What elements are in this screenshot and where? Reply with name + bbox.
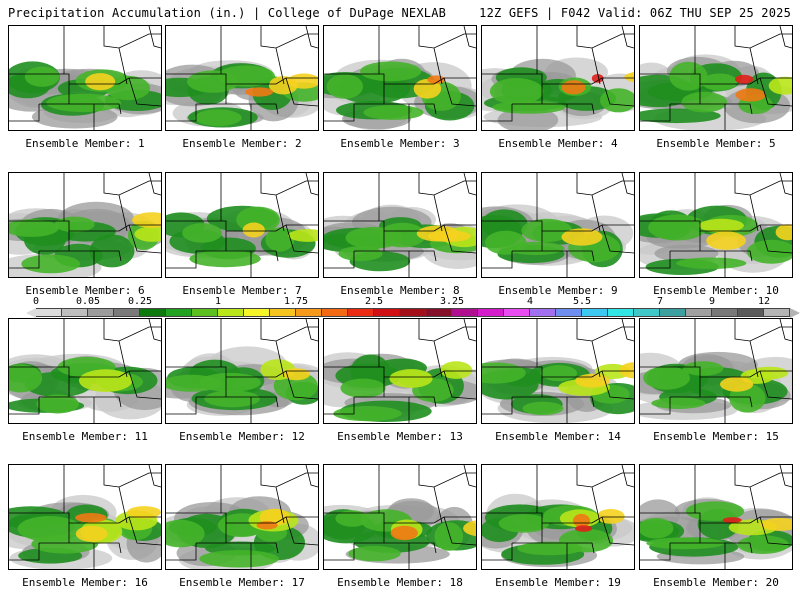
member-label: Ensemble Member: 18 xyxy=(337,576,463,589)
precip-map xyxy=(165,25,319,131)
member-label: Ensemble Member: 8 xyxy=(340,284,460,297)
precip-map xyxy=(639,172,793,278)
colorbar-tick-label: 4 xyxy=(526,296,534,307)
colorbar-segment xyxy=(426,308,452,317)
colorbar-segment xyxy=(166,308,192,317)
colorbar-segment xyxy=(244,308,270,317)
colorbar-segment xyxy=(660,308,686,317)
chart-title: Precipitation Accumulation (in.) | Colle… xyxy=(8,6,447,20)
colorbar-tick-label: 1.75 xyxy=(283,296,309,307)
colorbar-tick-label: 5.5 xyxy=(572,296,592,307)
colorbar-segment xyxy=(36,308,62,317)
member-label: Ensemble Member: 7 xyxy=(182,284,302,297)
model-run-label: 12Z GEFS | F042 Valid: 06Z THU SEP 25 20… xyxy=(479,6,791,20)
colorbar-tick-label: 1 xyxy=(214,296,222,307)
colorbar-segment xyxy=(270,308,296,317)
colorbar-min-arrow xyxy=(26,308,36,318)
member-label: Ensemble Member: 4 xyxy=(498,137,618,150)
colorbar-segment xyxy=(88,308,114,317)
colorbar-segment xyxy=(738,308,764,317)
colorbar-tick-label: 7 xyxy=(656,296,664,307)
precip-map xyxy=(481,172,635,278)
color-legend: 0 0.05 0.25 1 1.75 2.5 3.25 4 5.5 7 9 12 xyxy=(26,296,800,318)
colorbar-segment xyxy=(530,308,556,317)
colorbar-segment xyxy=(452,308,478,317)
precip-map xyxy=(323,464,477,570)
member-label: Ensemble Member: 3 xyxy=(340,137,460,150)
colorbar-segment xyxy=(764,308,790,317)
colorbar-segment xyxy=(114,308,140,317)
member-label: Ensemble Member: 6 xyxy=(25,284,145,297)
colorbar-segment xyxy=(400,308,426,317)
precip-map xyxy=(639,318,793,424)
member-label: Ensemble Member: 2 xyxy=(182,137,302,150)
member-label: Ensemble Member: 14 xyxy=(495,430,621,443)
precip-map xyxy=(8,25,162,131)
precip-map xyxy=(323,318,477,424)
colorbar-segment xyxy=(556,308,582,317)
precip-map xyxy=(165,172,319,278)
colorbar-segment xyxy=(686,308,712,317)
precip-map xyxy=(323,25,477,131)
colorbar-tick-label: 3.25 xyxy=(439,296,465,307)
member-label: Ensemble Member: 9 xyxy=(498,284,618,297)
member-label: Ensemble Member: 1 xyxy=(25,137,145,150)
precip-map xyxy=(165,464,319,570)
precip-map xyxy=(8,464,162,570)
colorbar-segment xyxy=(348,308,374,317)
colorbar-tick-label: 0.05 xyxy=(75,296,101,307)
member-label: Ensemble Member: 13 xyxy=(337,430,463,443)
precip-map xyxy=(8,172,162,278)
colorbar-segment xyxy=(296,308,322,317)
member-label: Ensemble Member: 16 xyxy=(22,576,148,589)
member-label: Ensemble Member: 10 xyxy=(653,284,779,297)
colorbar-segment xyxy=(634,308,660,317)
colorbar-segment xyxy=(504,308,530,317)
colorbar-segment xyxy=(478,308,504,317)
colorbar-strip xyxy=(36,308,790,317)
precip-map xyxy=(639,25,793,131)
member-label: Ensemble Member: 17 xyxy=(179,576,305,589)
colorbar-segment xyxy=(322,308,348,317)
colorbar-segment xyxy=(192,308,218,317)
precip-map xyxy=(481,318,635,424)
precip-map xyxy=(323,172,477,278)
colorbar-tick-label: 12 xyxy=(757,296,771,307)
colorbar-max-arrow xyxy=(790,308,800,318)
colorbar-segment xyxy=(62,308,88,317)
member-label: Ensemble Member: 20 xyxy=(653,576,779,589)
member-label: Ensemble Member: 15 xyxy=(653,430,779,443)
colorbar-segment xyxy=(582,308,608,317)
precip-map xyxy=(481,464,635,570)
colorbar-tick-label: 9 xyxy=(708,296,716,307)
precip-map xyxy=(481,25,635,131)
precip-map xyxy=(8,318,162,424)
colorbar-segment xyxy=(140,308,166,317)
precip-map xyxy=(165,318,319,424)
member-label: Ensemble Member: 11 xyxy=(22,430,148,443)
member-label: Ensemble Member: 19 xyxy=(495,576,621,589)
precip-map xyxy=(639,464,793,570)
colorbar-segment xyxy=(608,308,634,317)
colorbar-tick-label: 0.25 xyxy=(127,296,153,307)
colorbar-segment xyxy=(374,308,400,317)
member-label: Ensemble Member: 5 xyxy=(656,137,776,150)
colorbar-segment xyxy=(218,308,244,317)
colorbar-tick-label: 2.5 xyxy=(364,296,384,307)
colorbar-tick-label: 0 xyxy=(32,296,40,307)
colorbar-segment xyxy=(712,308,738,317)
member-label: Ensemble Member: 12 xyxy=(179,430,305,443)
